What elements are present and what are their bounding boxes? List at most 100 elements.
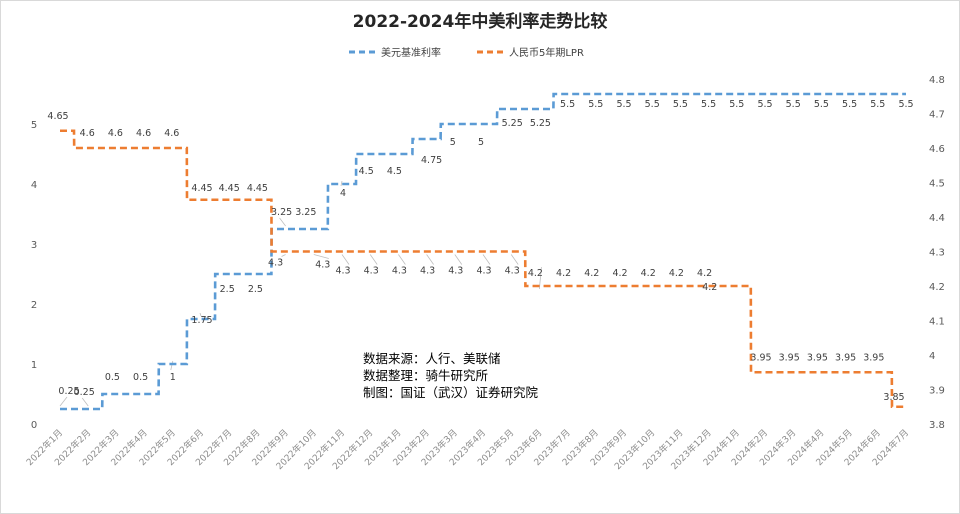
right-tick-label: 3.8	[929, 420, 945, 431]
data-label-lpr: 3.95	[779, 352, 800, 363]
data-label-lpr: 3.95	[863, 352, 884, 363]
data-label-usd: 5	[478, 137, 484, 148]
data-label-usd: 5.5	[870, 99, 885, 110]
legend-label-lpr: 人民币5年期LPR	[509, 46, 584, 59]
data-label-usd: 5	[450, 137, 456, 148]
leader-line-lpr	[482, 254, 491, 265]
right-tick-label: 4.6	[929, 144, 945, 155]
data-label-lpr: 4.2	[697, 268, 712, 279]
data-label-lpr: 3.85	[883, 392, 904, 403]
right-tick-label: 4.3	[929, 248, 945, 259]
leader-line-lpr	[454, 254, 463, 265]
source-annotation: 数据来源：人行、美联储 数据整理：骑牛研究所 制图：国证（武汉）证券研究院	[363, 351, 539, 400]
data-labels: 0.250.25 0.5 0.5 1 1.75 2.5 2.5 3.25 3.25 4 4.5 4.5…	[47, 99, 913, 403]
right-tick-label: 4	[929, 351, 935, 362]
right-axis-ticks: 3.8 3.9 4 4.1 4.2 4.3 4.4 4.5 4.6 4.7 4.8	[929, 75, 945, 431]
x-axis-ticks: 2022年1月2022年2月2022年3月2022年4月2022年5月2022年…	[24, 427, 911, 473]
data-label-lpr: 4.45	[191, 183, 212, 194]
data-label-usd: 5.25	[502, 118, 523, 129]
data-label-usd: 5.5	[842, 99, 857, 110]
data-label-usd: 5.5	[560, 99, 575, 110]
data-label-lpr: 4.65	[47, 111, 68, 122]
right-tick-label: 4.2	[929, 282, 945, 293]
data-label-lpr: 3.95	[750, 352, 771, 363]
data-label-usd: 5.5	[898, 99, 913, 110]
annotation-compiled: 数据整理：骑牛研究所	[363, 368, 488, 383]
leader-line-usd	[199, 312, 202, 317]
data-label-usd: 0.25	[74, 387, 95, 398]
data-label-usd: 4.75	[421, 155, 442, 166]
left-tick-label: 1	[31, 360, 37, 371]
data-label-lpr: 3.95	[807, 352, 828, 363]
data-label-lpr: 4.2	[641, 268, 656, 279]
data-label-lpr: 4.3	[476, 266, 491, 277]
left-tick-label: 4	[31, 180, 37, 191]
left-tick-label: 0	[31, 420, 37, 431]
leader-line-lpr	[281, 254, 286, 257]
data-label-lpr: 3.95	[835, 352, 856, 363]
data-label-usd: 1.75	[191, 315, 212, 326]
leader-line-usd	[59, 396, 68, 407]
right-tick-label: 4.7	[929, 110, 945, 121]
data-label-lpr: 4.45	[247, 183, 268, 194]
data-label-usd: 2.5	[248, 284, 263, 295]
series-line-usd	[60, 92, 906, 411]
legend-label-usd: 美元基准利率	[381, 46, 441, 59]
data-label-leaders	[59, 180, 542, 407]
data-label-usd: 4	[340, 188, 346, 199]
left-axis-ticks: 0 1 2 3 4 5	[31, 120, 37, 431]
data-label-lpr: 4.6	[80, 128, 95, 139]
leader-line-lpr	[313, 254, 329, 259]
leader-line-usd	[279, 217, 286, 227]
data-label-usd: 5.5	[701, 99, 716, 110]
annotation-source: 数据来源：人行、美联储	[363, 351, 501, 366]
data-label-usd: 4.5	[359, 166, 374, 177]
leader-line-usd	[340, 180, 343, 187]
data-label-lpr: 4.3	[364, 266, 379, 277]
data-label-lpr: 4.2	[584, 268, 599, 279]
data-label-usd: 2.5	[220, 284, 235, 295]
data-label-usd: 4.5	[387, 166, 402, 177]
leader-line-lpr	[510, 254, 519, 265]
leader-line-usd	[170, 360, 174, 371]
data-label-usd: 5.5	[786, 99, 801, 110]
data-label-lpr: 4.3	[448, 266, 463, 277]
right-tick-label: 4.4	[929, 213, 945, 224]
right-tick-label: 3.9	[929, 386, 945, 397]
leader-line-lpr	[369, 254, 378, 265]
data-label-usd: 5.25	[530, 118, 551, 129]
data-label-lpr: 4.3	[315, 260, 330, 271]
leader-line-usd	[81, 397, 89, 407]
data-label-usd: 3.25	[271, 207, 292, 218]
data-label-usd: 5.5	[757, 99, 772, 110]
data-label-lpr: 4.3	[335, 266, 350, 277]
data-label-lpr: 4.3	[392, 266, 407, 277]
data-label-lpr: 4.3	[505, 266, 520, 277]
series-line-lpr	[60, 129, 906, 409]
series-lines	[60, 92, 906, 411]
data-label-usd: 3.25	[295, 207, 316, 218]
legend: 美元基准利率 人民币5年期LPR	[349, 46, 584, 59]
data-label-lpr: 4.2	[669, 268, 684, 279]
chart-title: 2022-2024年中美利率走势比较	[353, 11, 608, 32]
leader-line-lpr	[426, 254, 434, 265]
data-label-usd: 0.25	[58, 386, 79, 397]
data-label-lpr: 4.2	[702, 282, 717, 293]
right-tick-label: 4.1	[929, 317, 945, 328]
data-label-usd: 5.5	[616, 99, 631, 110]
right-tick-label: 4.5	[929, 179, 945, 190]
data-label-usd: 5.5	[814, 99, 829, 110]
annotation-chart-by: 制图：国证（武汉）证券研究院	[363, 385, 539, 400]
leader-line-lpr	[341, 254, 350, 265]
data-label-usd: 5.5	[645, 99, 660, 110]
data-label-lpr: 4.6	[108, 128, 123, 139]
data-label-lpr: 4.3	[268, 258, 283, 269]
data-label-lpr: 4.2	[528, 268, 543, 279]
leader-line-lpr	[539, 266, 542, 290]
data-label-lpr: 4.6	[164, 128, 179, 139]
data-label-usd: 1	[170, 372, 176, 383]
data-label-usd: 5.5	[729, 99, 744, 110]
left-tick-label: 3	[31, 240, 37, 251]
